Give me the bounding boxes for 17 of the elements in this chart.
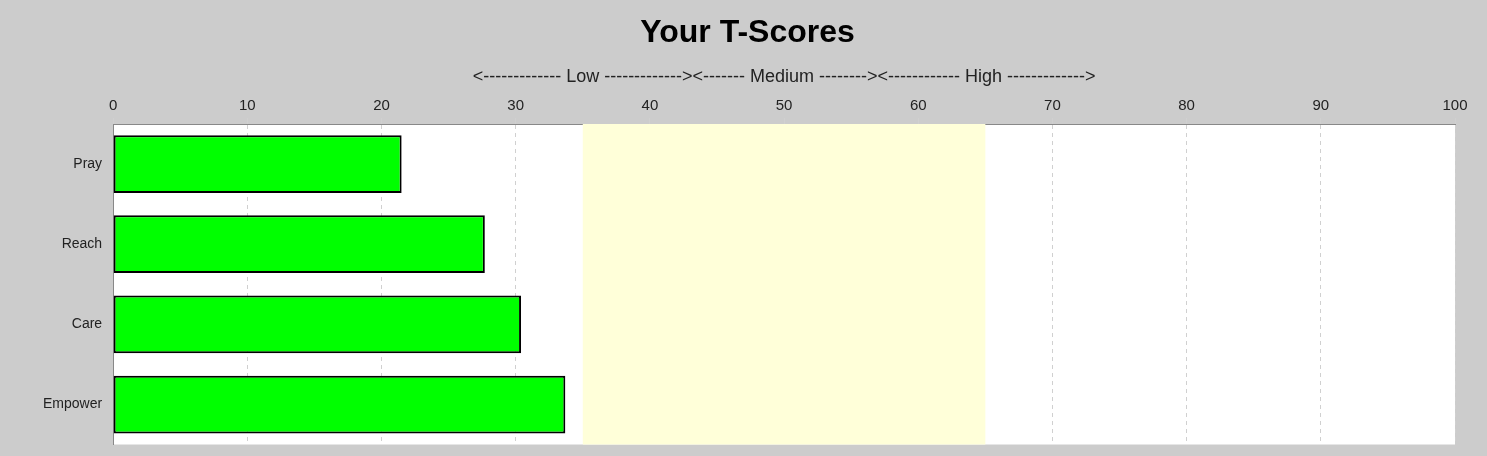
- x-tick-label: 50: [775, 96, 793, 114]
- y-tick-label: Reach: [61, 235, 103, 252]
- x-tick-label: 10: [238, 96, 256, 114]
- x-tick-label: 100: [1442, 96, 1468, 114]
- x-tick-label: 0: [108, 96, 118, 114]
- y-tick-label: Empower: [42, 395, 103, 412]
- x-tick-label: 40: [641, 96, 659, 114]
- x-tick-label: 20: [373, 96, 390, 114]
- x-axis-title: <------------- Low -------------><------- Medium --------><------------ High ------------->: [472, 66, 1096, 87]
- x-tick-label: 30: [507, 96, 525, 114]
- y-tick-label: Pray: [73, 154, 103, 171]
- x-tick-label: 70: [1044, 96, 1061, 114]
- y-tick-label: Care: [71, 315, 103, 332]
- x-tick-label: 80: [1178, 96, 1195, 114]
- x-tick-label: 90: [1312, 96, 1330, 114]
- x-tick-label: 60: [909, 96, 927, 114]
- chart-title: Your T-Scores: [640, 13, 855, 50]
